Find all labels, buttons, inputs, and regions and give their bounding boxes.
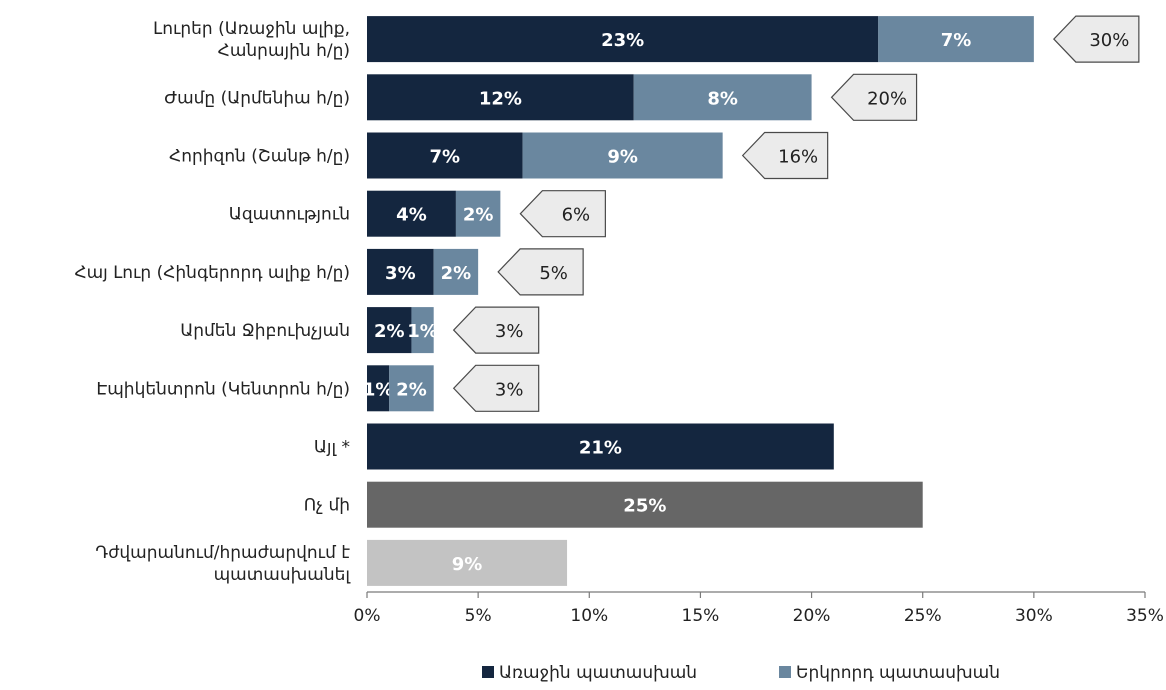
- x-tick-label: 30%: [1015, 606, 1053, 626]
- bar-segment: [433, 248, 479, 295]
- category-label: Այլ *: [314, 438, 350, 458]
- bar-segment: [367, 365, 390, 412]
- bar-segment: [633, 74, 812, 121]
- x-tick-label: 10%: [570, 606, 608, 626]
- category-label: Ոչ մի: [304, 496, 350, 516]
- total-callout-box: [741, 131, 829, 180]
- x-tick-label: 20%: [793, 606, 831, 626]
- x-tick-label: 35%: [1126, 606, 1164, 626]
- total-callout-box: [452, 364, 540, 412]
- bar-value-label: 2%: [441, 263, 472, 284]
- bar-value-label: 2%: [463, 205, 494, 226]
- bar-segment: [367, 16, 879, 63]
- bar-segment: [367, 190, 456, 237]
- bar-value-label: 25%: [623, 496, 666, 517]
- category-label: Հայ Լուր (Հինգերորդ ալիք հ/ը): [74, 263, 350, 283]
- total-callout-box: [830, 73, 918, 121]
- bar-value-label: 9%: [607, 147, 638, 168]
- total-callout-label: 3%: [495, 379, 524, 400]
- category-label: Ազատություն: [229, 205, 350, 225]
- bar-value-label: 21%: [579, 438, 622, 459]
- category-label: Էպիկենտրոն (Կենտրոն հ/ը): [96, 379, 350, 399]
- x-tick-label: 5%: [465, 606, 492, 626]
- total-callout-label: 16%: [778, 147, 818, 168]
- total-callout-label: 3%: [495, 321, 524, 342]
- bar-segment: [455, 190, 501, 237]
- category-label: Արմեն Ջիբուխչյան: [180, 321, 350, 341]
- bar-value-label: 2%: [396, 379, 427, 400]
- bar-segment: [411, 307, 434, 354]
- bar-value-label: 2%: [374, 321, 405, 342]
- bar-value-label: 9%: [452, 554, 483, 575]
- bars: 23% 7%12% 8%7% 9%4% 2%3% 2%2% 1%1% 2%21%25%9%: [363, 16, 1034, 586]
- bar-value-label: 1%: [363, 379, 394, 400]
- category-label: պատասխանել: [214, 565, 352, 585]
- legend: Առաջին պատասխան Երկրորդ պատասխան: [482, 663, 1000, 683]
- legend-swatch: [482, 666, 494, 678]
- bar-value-label: 1%: [407, 321, 438, 342]
- bar-segment: [522, 132, 723, 179]
- bar-segment: [367, 248, 434, 295]
- bar-value-label: 12%: [479, 88, 522, 109]
- total-callout-label: 6%: [562, 205, 591, 226]
- bar-segment: [367, 423, 834, 470]
- bar-segment: [367, 74, 634, 121]
- legend-swatch: [779, 666, 791, 678]
- total-callout-box: [519, 190, 606, 238]
- bar-value-label: 7%: [430, 147, 461, 168]
- total-callouts: 30% 20% 16% 6% 5% 3% 3%: [452, 15, 1140, 412]
- bar-value-label: 23%: [601, 30, 644, 51]
- category-label: Լուրեր (Առաջին ալիք,: [153, 19, 350, 39]
- legend-label: Երկրորդ պատասխան: [796, 663, 1000, 683]
- category-label: Դժվարանում/հրաժարվում է: [95, 543, 350, 563]
- bar-value-label: 8%: [707, 88, 738, 109]
- bar-segment: [367, 539, 568, 586]
- bar-segment: [367, 307, 412, 354]
- category-label: Հորիզոն (Շանթ հ/ը): [169, 147, 350, 167]
- total-callout-label: 5%: [539, 263, 568, 284]
- category-label: Ժամը (Արմենիա հ/ը): [164, 88, 350, 108]
- bar-value-label: 7%: [941, 30, 972, 51]
- x-tick-label: 25%: [904, 606, 942, 626]
- total-callout-box: [1053, 15, 1140, 63]
- total-callout-box: [497, 248, 584, 296]
- category-label: Հանրային հ/ը): [218, 41, 350, 61]
- total-callout-box: [452, 306, 540, 354]
- legend-label: Առաջին պատասխան: [499, 663, 697, 683]
- x-tick-label: 0%: [354, 606, 381, 626]
- category-labels: Լուրեր (Առաջին ալիք,Հանրային հ/ը) Ժամը (Ա…: [74, 19, 351, 585]
- x-tick-label: 15%: [682, 606, 720, 626]
- bar-segment: [878, 16, 1034, 63]
- bar-segment: [389, 365, 434, 412]
- total-callout-label: 20%: [867, 88, 907, 109]
- bar-value-label: 4%: [396, 205, 427, 226]
- bar-value-label: 3%: [385, 263, 416, 284]
- x-axis: 0% 5% 10% 15% 20% 25% 30% 35%: [354, 591, 1164, 626]
- bar-segment: [367, 481, 923, 528]
- bar-segment: [367, 132, 523, 179]
- total-callout-label: 30%: [1089, 30, 1129, 51]
